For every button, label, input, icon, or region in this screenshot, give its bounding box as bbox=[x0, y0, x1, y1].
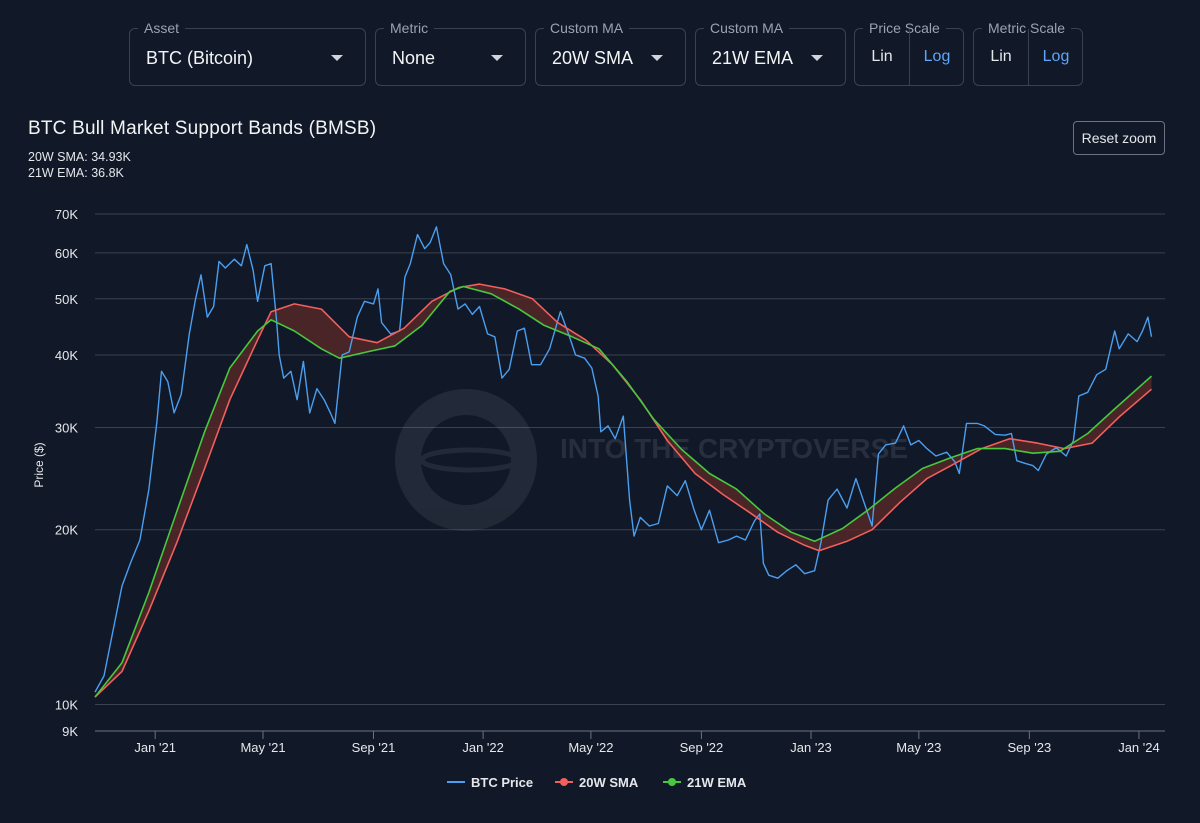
metric-scale-log-button[interactable]: Log bbox=[1042, 48, 1070, 65]
legend[interactable]: BTC Price 20W SMA 21W EMA bbox=[447, 775, 747, 790]
x-tick-label: Sep '22 bbox=[680, 740, 724, 755]
chevron-down-icon bbox=[331, 55, 343, 61]
axis-ticks: 9K 10K 20K 30K 40K 50K 60K 70K Jan '21 May '21 Sep… bbox=[55, 207, 1160, 755]
metric-scale-label: Metric Scale bbox=[982, 20, 1072, 36]
custom-ma-1-select[interactable]: Custom MA 20W SMA bbox=[535, 20, 686, 86]
x-tick-label: Sep '21 bbox=[352, 740, 396, 755]
x-tick-label: May '22 bbox=[568, 740, 613, 755]
y-axis-label: Price ($) bbox=[32, 442, 46, 487]
custom-ma-1-value: 20W SMA bbox=[552, 48, 634, 68]
x-tick-label: May '21 bbox=[240, 740, 285, 755]
y-tick-label: 10K bbox=[55, 697, 78, 712]
series-lines bbox=[94, 226, 1153, 698]
chart-title: BTC Bull Market Support Bands (BMSB) bbox=[28, 118, 377, 139]
asset-select[interactable]: Asset BTC (Bitcoin) bbox=[129, 20, 366, 86]
y-tick-label: 40K bbox=[55, 348, 78, 363]
y-tick-label: 30K bbox=[55, 421, 78, 436]
reset-zoom-button[interactable]: Reset zoom bbox=[1073, 121, 1165, 155]
custom-ma-2-label: Custom MA bbox=[704, 20, 790, 36]
btc-price-line bbox=[94, 226, 1153, 693]
controls-bar: Asset BTC (Bitcoin) Metric None Custom M… bbox=[0, 18, 1200, 98]
watermark bbox=[395, 389, 537, 531]
price-scale-lin-button[interactable]: Lin bbox=[855, 29, 910, 85]
custom-ma-2-value: 21W EMA bbox=[712, 48, 794, 68]
legend-dot-marker bbox=[560, 778, 568, 786]
y-tick-label: 70K bbox=[55, 207, 78, 222]
x-tick-label: Jan '21 bbox=[134, 740, 176, 755]
asset-label: Asset bbox=[138, 20, 186, 36]
metric-label: Metric bbox=[384, 20, 435, 36]
legend-label: 21W EMA bbox=[687, 775, 747, 790]
custom-ma-2-select[interactable]: Custom MA 21W EMA bbox=[695, 20, 846, 86]
band-fill bbox=[95, 284, 1152, 697]
sma-current-value: 20W SMA: 34.93K bbox=[28, 150, 131, 164]
y-tick-label: 60K bbox=[55, 246, 78, 261]
x-tick-label: Jan '24 bbox=[1118, 740, 1160, 755]
legend-dot-marker bbox=[668, 778, 676, 786]
chevron-down-icon bbox=[651, 55, 663, 61]
metric-value: None bbox=[392, 48, 436, 68]
metric-scale-toggle: Metric Scale Lin Log bbox=[973, 20, 1083, 86]
legend-label: 20W SMA bbox=[579, 775, 639, 790]
chevron-down-icon bbox=[811, 55, 823, 61]
watermark-logo-icon bbox=[395, 389, 537, 531]
legend-item-21w-ema[interactable]: 21W EMA bbox=[663, 775, 747, 790]
ema-current-value: 21W EMA: 36.8K bbox=[28, 166, 124, 180]
y-tick-label: 9K bbox=[62, 724, 78, 739]
x-tick-label: Jan '23 bbox=[790, 740, 832, 755]
x-tick-label: May '23 bbox=[896, 740, 941, 755]
x-tick-label: Sep '23 bbox=[1007, 740, 1051, 755]
price-scale-log-button[interactable]: Log bbox=[923, 48, 951, 65]
legend-item-btc-price[interactable]: BTC Price bbox=[447, 775, 533, 790]
y-tick-label: 50K bbox=[55, 292, 78, 307]
chevron-down-icon bbox=[491, 55, 503, 61]
ema-21w-line bbox=[94, 285, 1153, 698]
price-scale-toggle: Price Scale Lin Log bbox=[854, 20, 964, 86]
metric-scale-lin-button[interactable]: Lin bbox=[974, 29, 1029, 85]
legend-item-20w-sma[interactable]: 20W SMA bbox=[555, 775, 639, 790]
grid-lines bbox=[95, 213, 1165, 732]
x-tick-label: Jan '22 bbox=[462, 740, 504, 755]
watermark-text: INTO THE CRYPTOVERSE bbox=[560, 433, 908, 464]
legend-label: BTC Price bbox=[471, 775, 533, 790]
watermark-ring-icon bbox=[419, 447, 521, 473]
custom-ma-1-label: Custom MA bbox=[544, 20, 630, 36]
price-scale-label: Price Scale bbox=[863, 20, 946, 36]
metric-select[interactable]: Metric None bbox=[375, 20, 526, 86]
y-tick-label: 20K bbox=[55, 523, 78, 538]
asset-value: BTC (Bitcoin) bbox=[146, 48, 254, 68]
